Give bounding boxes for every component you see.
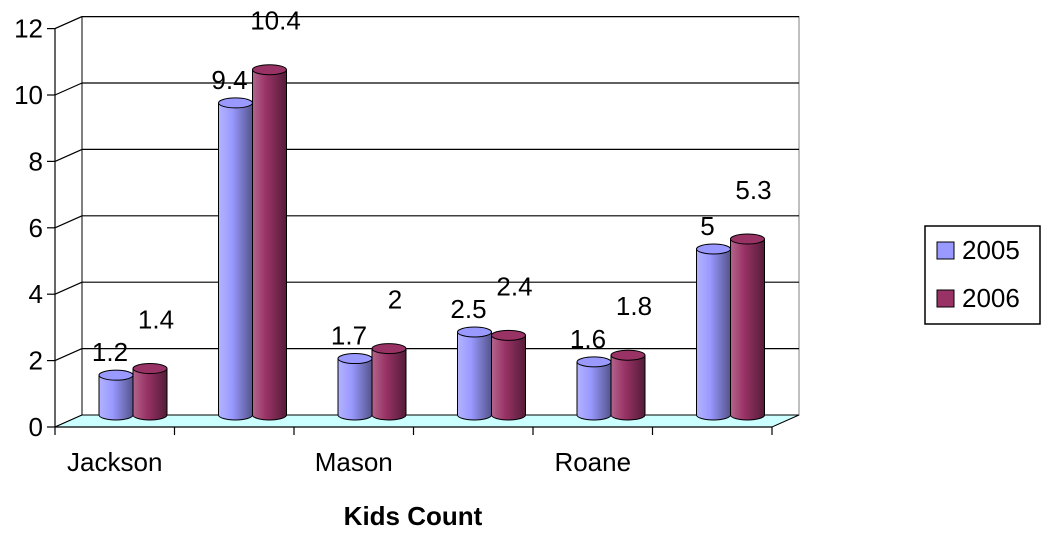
bar-body xyxy=(576,361,612,421)
legend-swatch-2006 xyxy=(936,289,955,308)
legend: 2005 2006 xyxy=(924,225,1041,325)
bar-category-2-2005 xyxy=(218,97,253,421)
bar-category-4-2006 xyxy=(491,329,526,421)
legend-swatch-2005 xyxy=(936,241,955,260)
bar-category-4-2005 xyxy=(457,326,492,421)
plot-walls xyxy=(54,15,800,428)
data-label: 1.4 xyxy=(138,305,174,335)
data-label: 1.7 xyxy=(331,321,367,351)
data-label: 9.4 xyxy=(211,65,247,95)
bar-cap xyxy=(730,233,765,245)
x-axis-title: Kids Count xyxy=(344,501,483,531)
y-tick-label: 10 xyxy=(14,80,43,110)
data-labels: 1.2 1.4 9.410.4 1.7 2 2.5 2.4 1.6 1.8 5 5.3 xyxy=(92,6,772,367)
data-label: 2 xyxy=(388,285,402,315)
bar-body xyxy=(491,334,526,421)
legend-label-2005: 2005 xyxy=(962,235,1020,265)
bar-body xyxy=(371,348,407,421)
bar-mason-2006 xyxy=(371,343,407,421)
bar-body xyxy=(252,69,287,421)
bar-category-6-2006 xyxy=(730,233,765,421)
y-tick-label: 12 xyxy=(14,14,43,44)
gridline-side xyxy=(54,215,83,229)
bar-body xyxy=(218,102,253,421)
bar-cap xyxy=(696,243,731,255)
bar-cap xyxy=(457,326,492,338)
data-label: 10.4 xyxy=(250,6,301,36)
gridline-side xyxy=(54,148,83,162)
y-tick-label: 8 xyxy=(29,146,43,176)
data-label: 1.6 xyxy=(570,324,606,354)
y-tick-label: 4 xyxy=(29,279,43,309)
gridlines xyxy=(54,16,799,362)
bar-cap xyxy=(252,64,287,76)
data-label: 2.5 xyxy=(450,294,486,324)
bar-cap xyxy=(98,369,134,381)
y-tick-label: 2 xyxy=(29,346,43,376)
bar-body xyxy=(98,374,134,421)
bar-jackson-2006 xyxy=(132,363,168,421)
gridline-side xyxy=(54,82,83,96)
bar-cap xyxy=(371,343,407,355)
bar-category-2-2006 xyxy=(252,64,287,421)
gridline-side xyxy=(54,348,83,362)
x-axis-ticks: Jackson Mason Roane xyxy=(54,427,773,477)
data-label: 2.4 xyxy=(496,271,532,301)
y-tick-label: 6 xyxy=(29,213,43,243)
bar-cap xyxy=(610,349,646,361)
x-tick-label: Roane xyxy=(554,447,631,477)
bar-cap xyxy=(337,353,373,365)
y-axis-ticks: 0 2 4 6 8 10 12 xyxy=(14,14,55,442)
data-label: 5.3 xyxy=(735,175,771,205)
bar-cap xyxy=(218,97,253,109)
data-label: 1.8 xyxy=(616,291,652,321)
legend-label-2006: 2006 xyxy=(962,283,1020,313)
y-tick-label: 0 xyxy=(29,412,43,442)
gridline-side xyxy=(54,281,83,295)
bar-mason-2005 xyxy=(337,353,373,421)
bar-body xyxy=(696,248,731,421)
bar-cap xyxy=(576,356,612,368)
gridline-side xyxy=(54,16,83,30)
x-tick-label: Jackson xyxy=(67,447,162,477)
bar-body xyxy=(610,354,646,421)
bar-body xyxy=(337,358,373,421)
data-label: 5 xyxy=(700,211,714,241)
bar-cap xyxy=(491,329,526,341)
bar-category-6-2005 xyxy=(696,243,731,421)
data-label: 1.2 xyxy=(92,337,128,367)
bar-roane-2006 xyxy=(610,349,646,421)
bar-body xyxy=(132,368,168,421)
bar-jackson-2005 xyxy=(98,369,134,421)
bar-cap xyxy=(132,363,168,375)
bar-roane-2005 xyxy=(576,356,612,421)
bars xyxy=(98,64,765,421)
x-tick-label: Mason xyxy=(315,447,393,477)
bar-body xyxy=(457,331,492,421)
bar-body xyxy=(730,238,765,421)
